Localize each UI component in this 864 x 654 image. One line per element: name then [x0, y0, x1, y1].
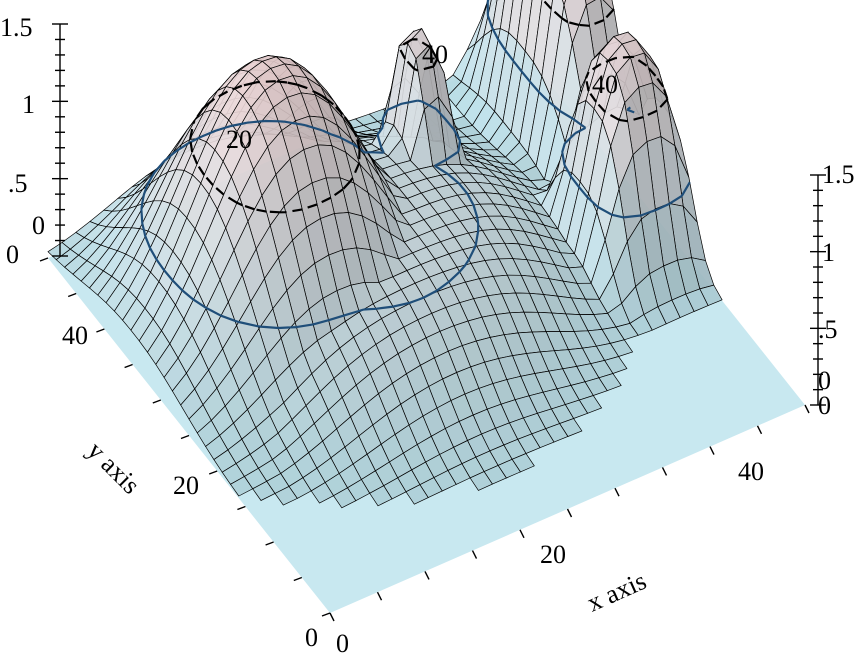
contour-lines	[140, 0, 691, 330]
surface-cell	[310, 482, 334, 504]
y-axis-tick	[293, 576, 303, 582]
surface-cell	[229, 476, 254, 497]
y-axis-tick	[39, 257, 49, 262]
surface-cell	[252, 480, 276, 501]
x-tick-label-0: 0	[336, 629, 349, 654]
y-axis-tick	[237, 505, 246, 511]
z-zero-label-left-lower: 0	[6, 240, 19, 269]
x-back-tick-label-20: 20	[226, 125, 252, 154]
surface-cell	[469, 471, 493, 491]
z-zero-label-left-upper: 0	[32, 211, 45, 240]
x-axis-tick	[756, 425, 763, 435]
surface-cell	[332, 487, 357, 509]
contour-line-z-0.5	[140, 0, 691, 330]
z-tick-label-right-1: 1	[822, 238, 835, 267]
axes	[39, 23, 826, 622]
y-axis-tick	[124, 363, 133, 369]
x-axis-tick	[566, 508, 573, 518]
z-tick-label-left-1.5: 1.5	[0, 13, 33, 42]
y-axis-tick	[321, 612, 331, 617]
y-axis-tick	[152, 399, 162, 404]
y-axis-tick	[180, 434, 190, 440]
y-axis-tick	[96, 328, 105, 333]
y-axis-tick	[208, 470, 218, 475]
y-tick-label-0: 0	[305, 623, 318, 652]
x-axis-tick	[329, 612, 335, 622]
contour-line-z-1	[189, 0, 669, 214]
surface-cell	[274, 485, 298, 506]
y-tick-label-40: 40	[62, 321, 88, 350]
surface-cell	[562, 0, 566, 7]
x-axis-tick	[661, 467, 668, 476]
z-tick-label-right-1.5: 1.5	[822, 160, 855, 189]
y-axis-tick	[67, 292, 77, 298]
y-axis-label: y axis	[82, 436, 146, 500]
x-tick-label-40: 40	[738, 457, 764, 486]
y-back-tick-label-40: 40	[592, 70, 618, 99]
x-axis-tick	[519, 529, 525, 539]
y-axis-tick	[265, 541, 274, 546]
z-zero-label-right-lower: 0	[818, 391, 831, 420]
surface-mesh	[47, 0, 723, 509]
surface-cell	[405, 484, 429, 505]
y-tick-label-20: 20	[173, 471, 199, 500]
z-tick-label-left-1: 1	[22, 90, 35, 119]
x-tick-label-20: 20	[540, 540, 566, 569]
x-axis-tick	[424, 571, 430, 580]
x-axis-tick	[614, 487, 620, 497]
x-axis-tick	[376, 591, 383, 601]
x-axis-tick	[471, 550, 478, 559]
surface-cell	[369, 485, 393, 507]
z-zero-label-right-upper: 0	[818, 366, 831, 395]
x-axis-label: x axis	[583, 566, 651, 617]
x-axis-tick	[709, 446, 715, 455]
x-back-tick-label-40: 40	[422, 40, 448, 69]
z-tick-label-right-.5: .5	[818, 315, 838, 344]
z-tick-label-left-.5: .5	[8, 169, 28, 198]
x-axis-tick	[804, 404, 810, 414]
